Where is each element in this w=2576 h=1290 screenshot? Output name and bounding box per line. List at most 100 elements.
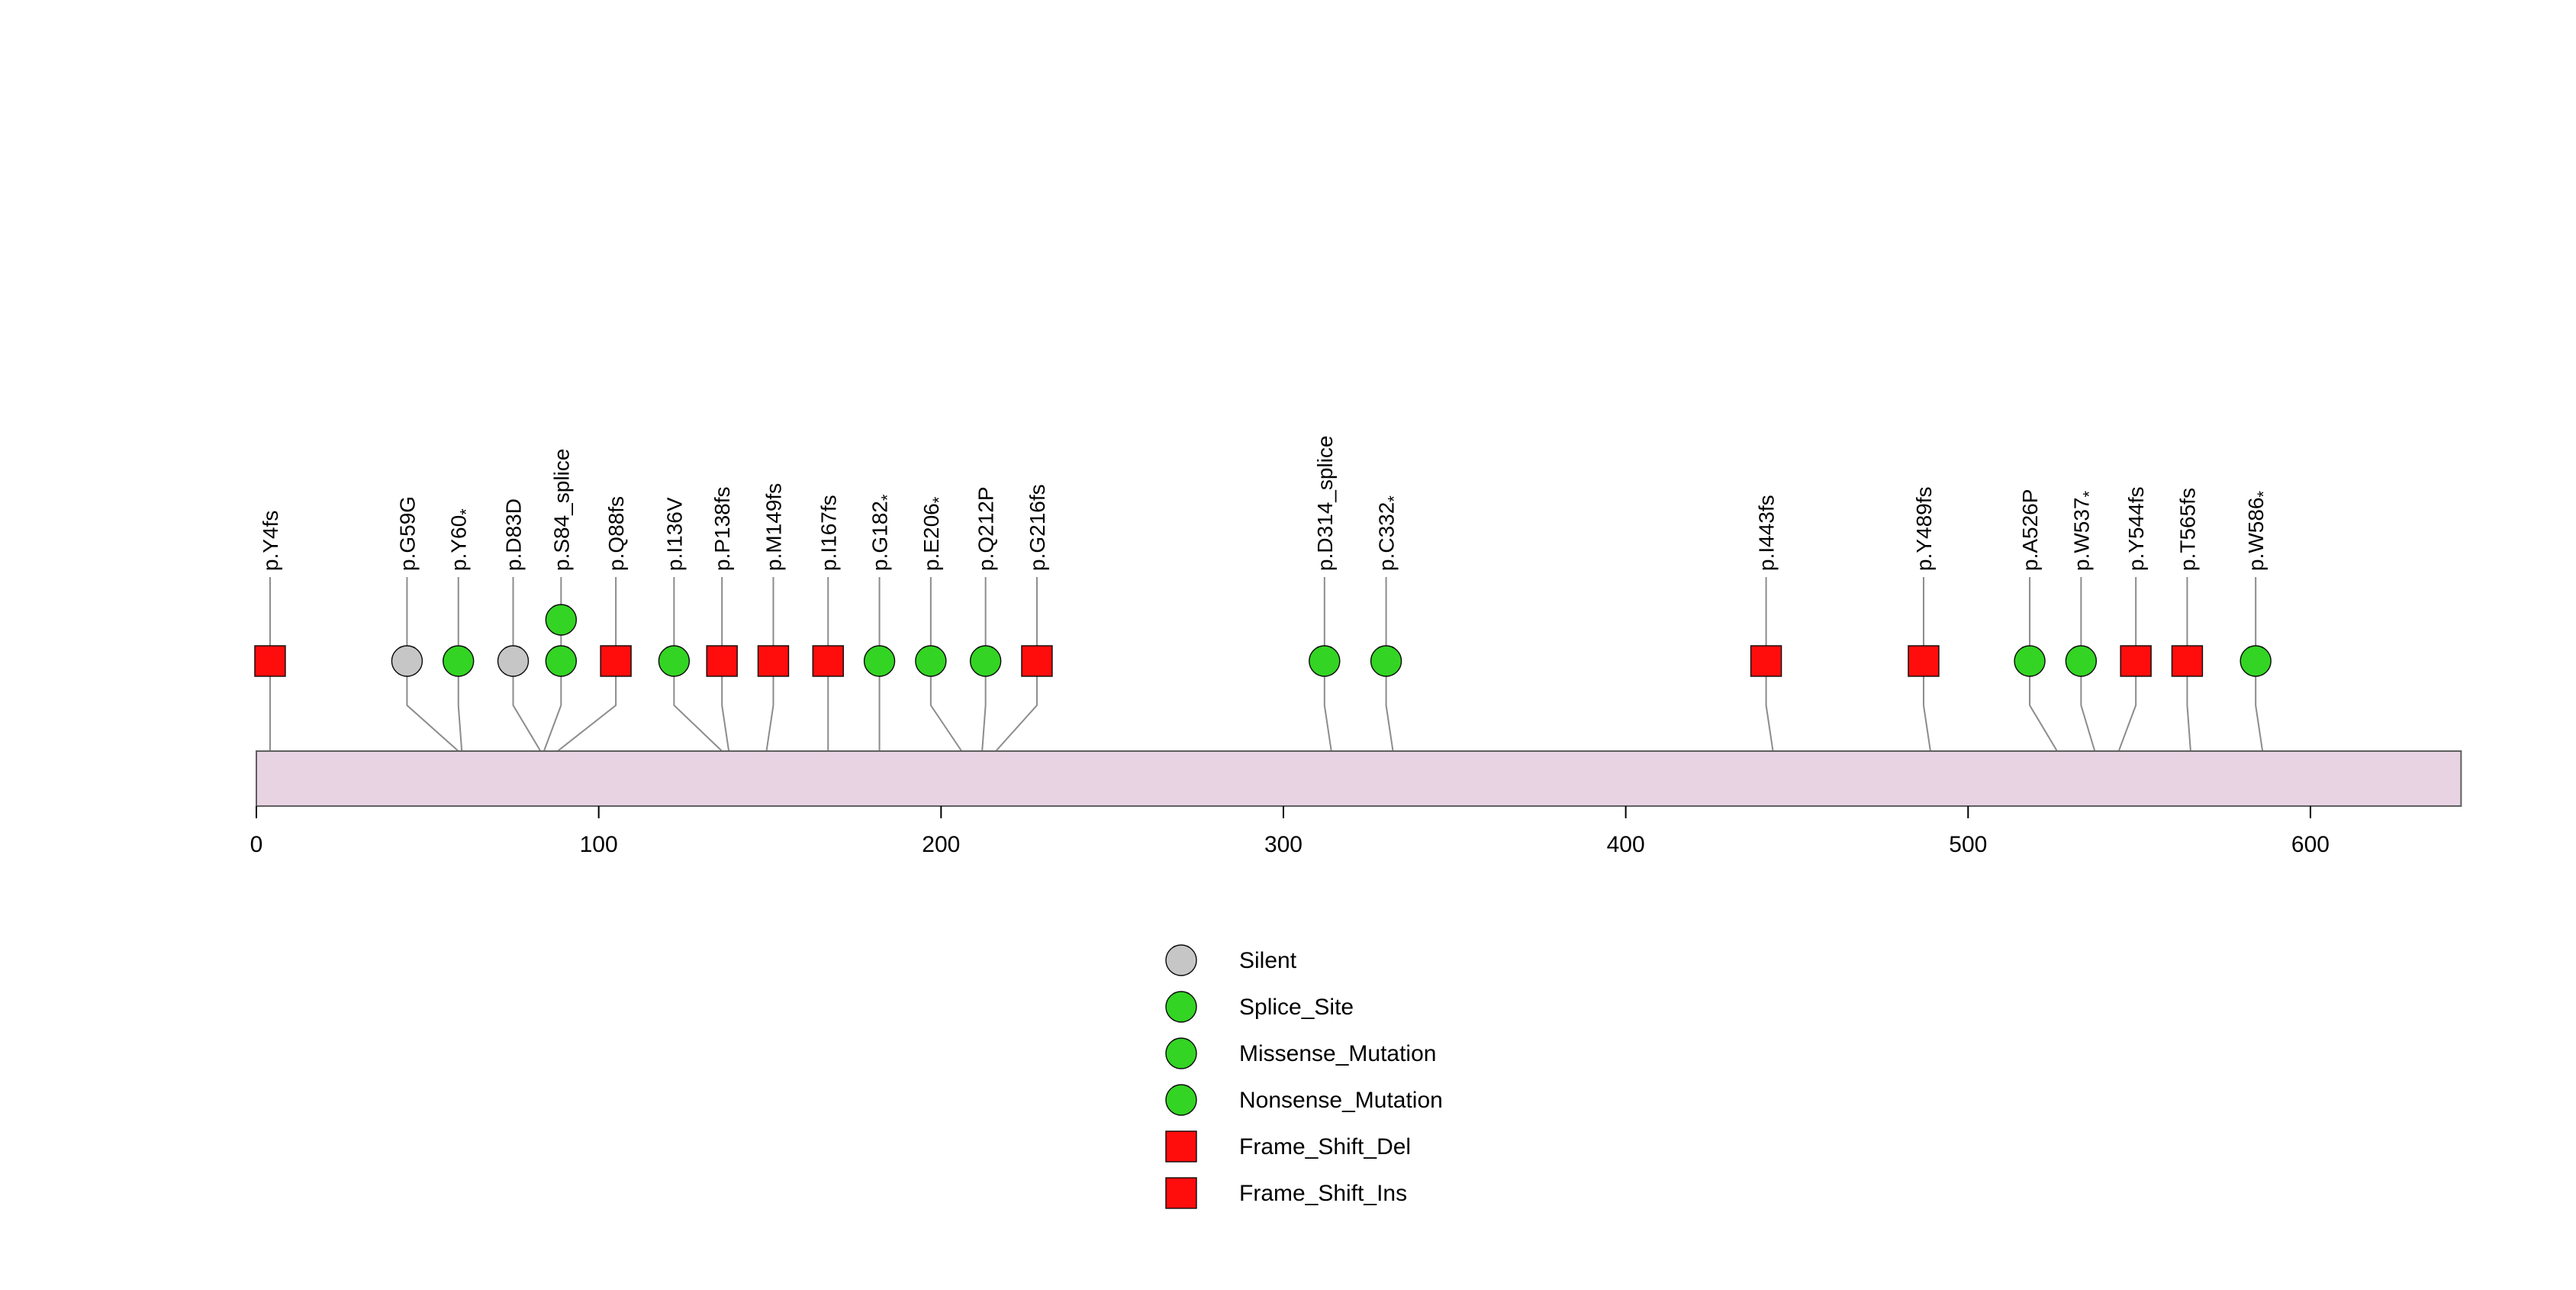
legend-item: Frame_Shift_Ins [1165, 1177, 1407, 1209]
mutation-label: p.C332* [1375, 495, 1404, 571]
mutation-stem [2117, 577, 2137, 752]
mutation-label: p.W537* [2069, 491, 2098, 572]
mutation-marker [443, 645, 475, 677]
mutation-stem [673, 577, 723, 752]
mutation-marker [600, 645, 632, 677]
axis-tick-label: 100 [580, 832, 618, 857]
mutation-label: p.I136V [662, 497, 686, 571]
mutation-marker [254, 645, 286, 677]
mutation-marker [2065, 645, 2098, 677]
mutation-label: p.S84_splice [549, 449, 573, 571]
axis-tick-label: 600 [2291, 832, 2330, 857]
legend-marker [1165, 1084, 1197, 1116]
mutation-marker [706, 645, 738, 677]
mutation-stem [2255, 577, 2264, 752]
mutation-marker [497, 645, 530, 677]
legend-item: Splice_Site [1165, 991, 1354, 1023]
mutation-label: p.Q88fs [604, 496, 628, 571]
mutation-stem [2029, 577, 2058, 752]
mutation-marker [757, 645, 790, 677]
mutation-label: p.A526P [2018, 489, 2042, 571]
mutation-stem [557, 577, 617, 752]
mutation-marker [391, 645, 423, 677]
mutation-label: p.G216fs [1026, 484, 1049, 571]
mutation-stem [981, 577, 987, 752]
legend-item: Silent [1165, 944, 1297, 976]
mutation-marker [2240, 645, 2272, 677]
protein-bar-layer [256, 750, 2462, 807]
mutation-stem [721, 577, 730, 752]
mutation-stem [512, 577, 542, 752]
mutation-marker [545, 645, 578, 677]
legend-marker [1165, 991, 1197, 1023]
mutation-stem [929, 577, 963, 752]
legend-label: Missense_Mutation [1239, 1041, 1436, 1066]
mutation-label: p.M149fs [762, 483, 785, 571]
mutation-marker [2171, 645, 2204, 677]
legend-marker [1165, 1177, 1197, 1209]
mutation-label: p.I443fs [1755, 495, 1779, 571]
mutation-stem [2080, 577, 2096, 752]
mutation-label: p.I167fs [816, 495, 840, 571]
mutation-marker [1021, 645, 1053, 677]
axis-tick-label: 200 [922, 832, 960, 857]
markers-layer [254, 604, 2272, 677]
legend-label: Splice_Site [1239, 995, 1354, 1020]
mutation-marker [812, 645, 844, 677]
mutation-label: p.Y4fs [259, 511, 282, 571]
legend-item: Frame_Shift_Del [1165, 1130, 1411, 1163]
mutation-stem [2186, 577, 2191, 752]
mutation-marker [2120, 645, 2152, 677]
mutation-label: p.D83D [501, 498, 525, 571]
axis-tick-label: 0 [250, 832, 263, 857]
legend-label: Frame_Shift_Del [1239, 1134, 1411, 1159]
mutation-label: p.E206* [919, 496, 948, 571]
mutation-marker [1370, 645, 1402, 677]
legend: Silent Splice_Site Missense_Mutation Nonsen… [1165, 944, 1443, 1209]
mutation-marker [1750, 645, 1782, 677]
mutation-label: p.Y60* [447, 508, 476, 571]
mutation-stem [406, 577, 459, 752]
mutation-marker [1309, 645, 1341, 677]
mutation-label: p.Y544fs [2124, 486, 2148, 571]
mutation-stem [995, 577, 1038, 752]
legend-label: Nonsense_Mutation [1239, 1088, 1443, 1113]
mutation-stem [1765, 577, 1774, 752]
mutation-stem [765, 577, 774, 752]
legend-label: Silent [1239, 948, 1297, 973]
x-axis: 0 100 200 300 400 500 600 [250, 806, 2330, 857]
axis-tick-label: 400 [1607, 832, 1645, 857]
labels-layer: p.Y4fs p.G59G p.Y60* p.D83D p.S84_splice p.Q8… [259, 436, 2273, 571]
mutation-label: p.W586* [2244, 491, 2273, 572]
mutation-label: p.Q212P [974, 486, 998, 571]
axis-tick-label: 300 [1264, 832, 1302, 857]
mutation-marker [969, 645, 1002, 677]
legend-item: Missense_Mutation [1165, 1037, 1436, 1069]
mutation-label: p.P138fs [710, 486, 734, 571]
mutation-marker [915, 645, 947, 677]
mutation-label: p.G59G [395, 496, 419, 571]
mutation-marker [545, 604, 578, 636]
mutation-label: p.T565fs [2175, 488, 2199, 571]
mutation-marker [2014, 645, 2046, 677]
legend-item: Nonsense_Mutation [1165, 1084, 1443, 1116]
mutation-label: p.G182* [868, 494, 897, 571]
legend-marker [1165, 1130, 1197, 1163]
axis-tick-label: 500 [1949, 832, 1987, 857]
mutation-marker [863, 645, 896, 677]
mutation-stem [1323, 577, 1332, 752]
protein-bar [256, 750, 2462, 807]
mutation-label: p.Y489fs [1912, 486, 1936, 571]
legend-label: Frame_Shift_Ins [1239, 1181, 1407, 1206]
mutation-marker [1908, 645, 1940, 677]
mutation-stem [1385, 577, 1394, 752]
mutation-stem [457, 577, 463, 752]
legend-marker [1165, 1037, 1197, 1069]
mutation-stem [1922, 577, 1931, 752]
mutation-label: p.D314_splice [1313, 436, 1337, 571]
legend-marker [1165, 944, 1197, 976]
mutation-marker [658, 645, 691, 677]
stems-layer [269, 577, 2264, 752]
